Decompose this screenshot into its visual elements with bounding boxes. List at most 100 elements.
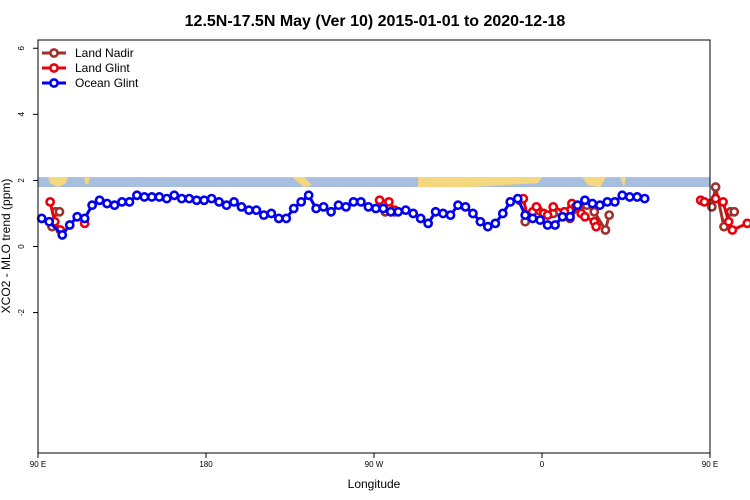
- map-strip-land: [418, 177, 542, 188]
- data-point: [109, 200, 120, 211]
- data-point: [356, 196, 366, 207]
- data-point: [710, 182, 721, 192]
- x-tick-label: 0: [540, 460, 545, 469]
- legend-marker: [49, 48, 59, 58]
- data-point: [710, 193, 721, 204]
- map-strip-land: [582, 177, 606, 188]
- data-point: [729, 206, 740, 217]
- data-point: [214, 196, 224, 207]
- y-tick-label: -2: [17, 308, 26, 316]
- data-point: [303, 190, 314, 201]
- data-point: [415, 213, 426, 224]
- legend-label: Land Nadir: [75, 46, 134, 60]
- chart-title: 12.5N-17.5N May (Ver 10) 2015-01-01 to 2…: [185, 13, 566, 30]
- data-point: [102, 198, 112, 209]
- data-point: [602, 196, 613, 207]
- data-point: [580, 211, 590, 222]
- x-axis: 90 E 180 90 W 0 90 E: [30, 453, 718, 469]
- data-point: [132, 190, 142, 201]
- data-point: [258, 210, 269, 221]
- data-point: [348, 196, 359, 207]
- map-strip-land: [620, 177, 626, 188]
- data-point: [236, 201, 247, 212]
- data-point: [57, 230, 68, 240]
- data-point: [591, 221, 602, 232]
- legend-marker: [49, 63, 59, 73]
- data-point: [154, 192, 165, 202]
- data-point: [45, 196, 56, 207]
- data-point: [311, 203, 322, 214]
- map-strip: [38, 177, 710, 188]
- data-point: [44, 216, 55, 227]
- data-point: [36, 213, 47, 224]
- data-point: [117, 196, 127, 207]
- data-point: [430, 206, 441, 217]
- series-layer: [36, 182, 750, 240]
- map-strip-land: [48, 177, 68, 188]
- data-point: [604, 210, 615, 221]
- data-point: [742, 218, 750, 229]
- data-point: [124, 196, 135, 207]
- data-point: [589, 206, 600, 217]
- map-strip-ocean: [38, 177, 710, 188]
- data-point: [557, 211, 568, 222]
- data-point: [64, 220, 75, 230]
- data-point: [94, 195, 105, 206]
- data-point: [184, 193, 195, 204]
- data-point: [251, 205, 262, 216]
- data-point: [699, 196, 710, 207]
- data-point: [146, 192, 157, 202]
- data-point: [468, 208, 478, 219]
- data-point: [229, 196, 239, 207]
- data-point: [326, 206, 336, 217]
- y-tick-label: 0: [17, 244, 26, 249]
- data-point: [378, 203, 389, 214]
- data-point: [482, 221, 493, 232]
- data-point: [527, 213, 538, 224]
- data-point: [72, 211, 83, 222]
- data-point: [385, 206, 396, 217]
- data-point: [475, 216, 486, 227]
- data-point: [542, 210, 553, 221]
- data-point: [288, 203, 299, 214]
- data-point: [161, 193, 172, 204]
- data-point: [609, 196, 620, 207]
- data-point: [374, 195, 385, 206]
- data-point: [176, 193, 187, 204]
- data-point: [550, 220, 560, 230]
- data-point: [632, 192, 643, 202]
- data-point: [531, 201, 542, 212]
- data-point: [727, 225, 738, 235]
- data-point: [393, 206, 404, 217]
- data-point: [206, 193, 217, 204]
- data-point: [512, 193, 523, 204]
- data-point: [505, 196, 516, 207]
- data-point: [572, 200, 583, 211]
- plot-frame: [37, 39, 711, 454]
- data-point: [244, 205, 254, 216]
- data-point: [453, 200, 463, 211]
- data-point: [408, 208, 419, 219]
- data-point: [617, 190, 628, 201]
- data-point: [587, 198, 598, 209]
- x-axis-label: Longitude: [348, 477, 401, 491]
- data-point: [318, 201, 329, 212]
- legend-label: Land Glint: [75, 61, 130, 75]
- data-point: [438, 208, 448, 219]
- legend-marker: [49, 78, 59, 88]
- x-tick-label: 180: [199, 460, 213, 469]
- map-strip-land: [84, 177, 90, 186]
- data-point: [718, 196, 728, 207]
- data-point: [384, 196, 394, 207]
- data-point: [87, 200, 98, 211]
- data-point: [191, 195, 202, 206]
- data-point: [370, 203, 381, 214]
- data-point: [199, 195, 210, 206]
- data-point: [460, 201, 471, 212]
- data-point: [281, 213, 292, 224]
- data-point: [296, 196, 307, 207]
- data-point: [273, 213, 284, 224]
- y-axis-label: XCO2 - MLO trend (ppm): [0, 179, 13, 314]
